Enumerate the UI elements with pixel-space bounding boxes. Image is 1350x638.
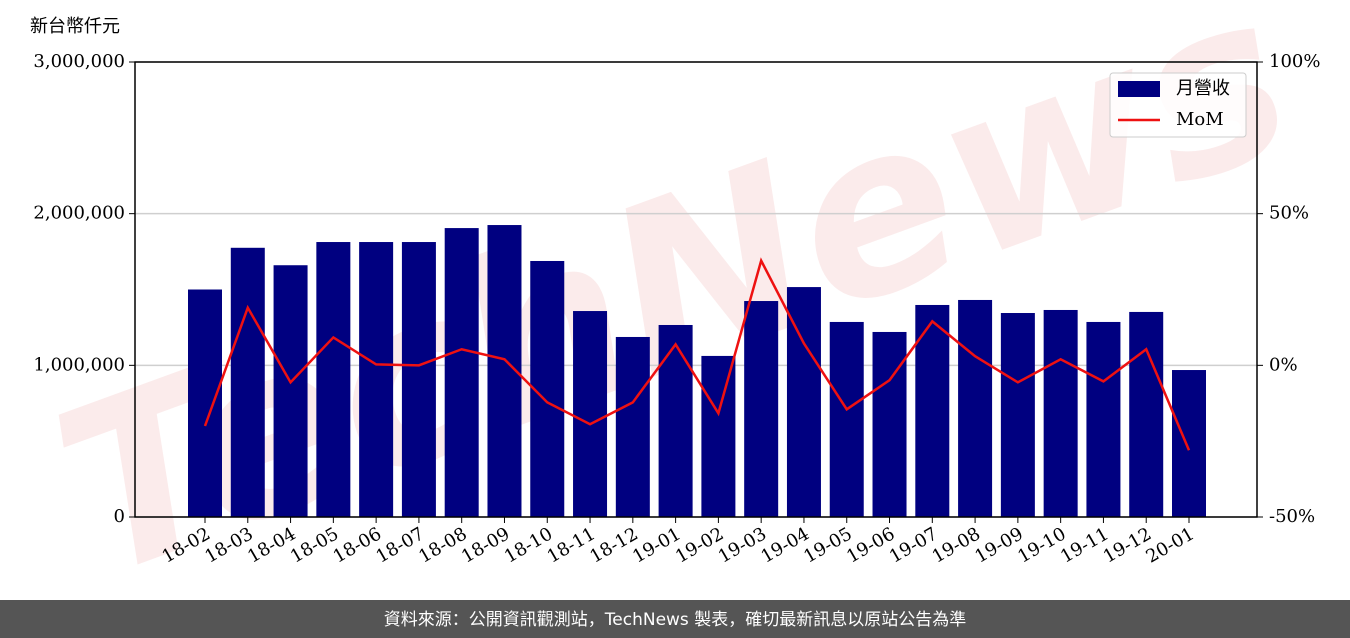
x-tick-label: 19-11 — [1057, 523, 1112, 567]
x-tick-label: 19-04 — [758, 523, 813, 567]
bar — [658, 324, 693, 517]
bar — [744, 301, 779, 517]
y-tick-label: 3,000,000 — [33, 51, 125, 72]
legend-swatch — [1118, 81, 1160, 97]
bar — [188, 289, 222, 517]
bar — [273, 265, 308, 517]
footer: 資料來源：公開資訊觀測站，TechNews 製表，確切最新訊息以原站公告為準 — [384, 610, 966, 630]
legend-label: 月營收 — [1176, 78, 1230, 99]
bar — [958, 299, 993, 517]
x-tick-label: 19-10 — [1014, 523, 1069, 567]
plot-frame — [134, 61, 1258, 518]
bar — [615, 336, 650, 517]
x-tick-label: 19-02 — [672, 523, 727, 567]
x-tick-label: 18-09 — [458, 523, 513, 567]
y2-tick-label: 0% — [1269, 354, 1298, 375]
x-tick-label: 19-01 — [629, 523, 684, 567]
bar — [573, 311, 608, 517]
bar — [1043, 309, 1078, 517]
bar — [701, 355, 736, 517]
y2-tick-label: 50% — [1269, 203, 1309, 224]
bar — [915, 304, 950, 517]
footer-bar — [0, 600, 1350, 638]
bar — [1172, 370, 1206, 517]
x-tick-label: 18-10 — [501, 523, 556, 567]
x-tick-label: 20-01 — [1143, 523, 1198, 567]
x-tick-label: 18-12 — [586, 523, 641, 567]
y2-tick-label: 100% — [1269, 51, 1320, 72]
y-tick-label: 2,000,000 — [33, 203, 125, 224]
bar — [1129, 311, 1164, 517]
bar — [230, 247, 265, 517]
bar — [530, 260, 565, 517]
bar — [872, 331, 907, 517]
bar — [401, 242, 436, 518]
x-tick-label: 19-12 — [1100, 523, 1155, 567]
bar — [1000, 313, 1035, 517]
bar — [444, 228, 479, 517]
bar — [1086, 321, 1121, 517]
bar — [829, 321, 864, 517]
x-tick-label: 19-03 — [715, 523, 770, 567]
x-tick-label: 19-07 — [886, 523, 941, 567]
y-axis-label: 新台幣仟元 — [30, 16, 120, 37]
bar — [359, 242, 394, 518]
line — [203, 257, 1191, 451]
x-tick-label: 19-05 — [800, 523, 855, 567]
y2-tick-label: -50% — [1269, 506, 1315, 527]
bar — [316, 242, 351, 518]
y-tick-label: 0 — [114, 506, 125, 527]
x-tick-label: 19-09 — [971, 523, 1026, 567]
y-tick-label: 1,000,000 — [33, 354, 125, 375]
x-tick-label: 18-08 — [415, 523, 470, 567]
legend-label: MoM — [1176, 109, 1224, 130]
bar — [786, 287, 821, 517]
x-tick-label: 18-11 — [544, 523, 599, 567]
x-tick-label: 19-06 — [843, 523, 898, 567]
x-tick-label: 19-08 — [929, 523, 984, 567]
